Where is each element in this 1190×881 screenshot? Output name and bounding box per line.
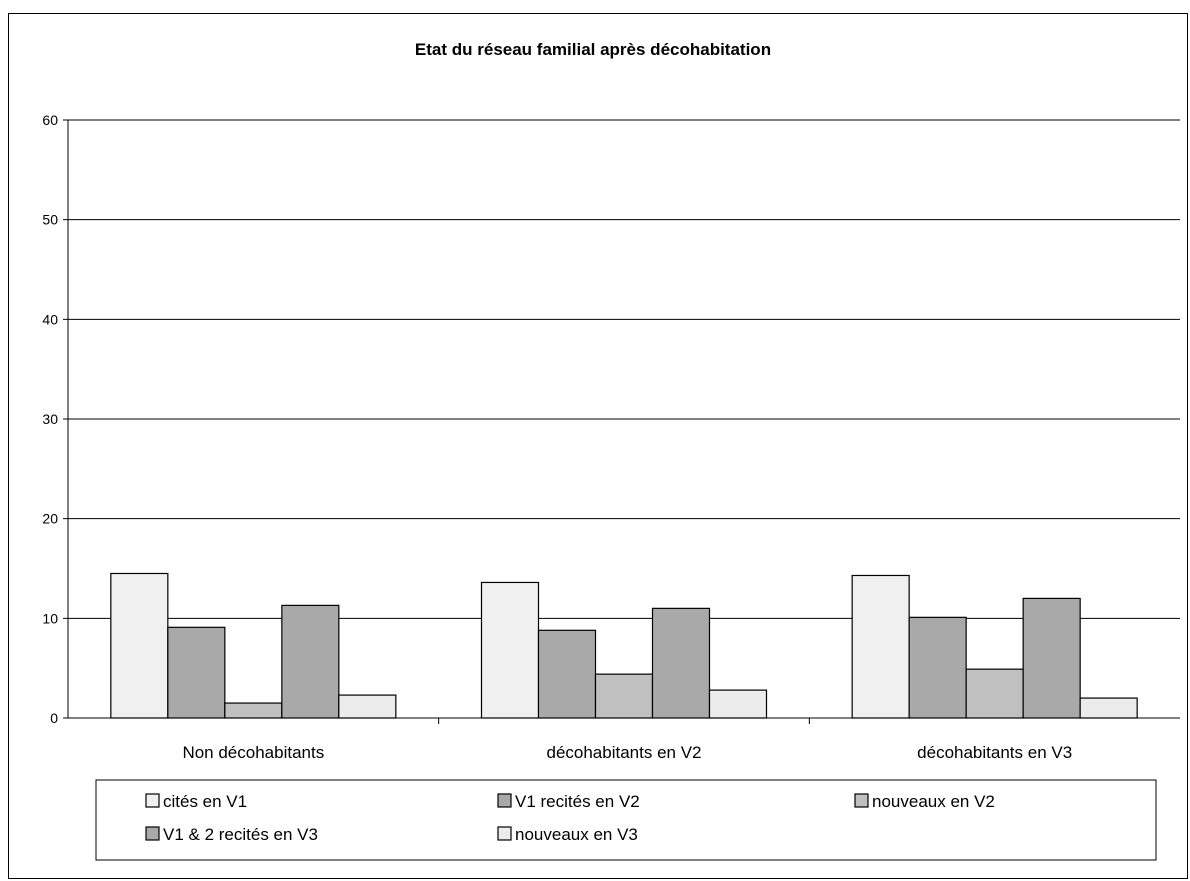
- bar: [110, 572, 169, 719]
- legend-label: nouveaux en V3: [515, 825, 638, 844]
- bar: [224, 702, 283, 719]
- bar: [851, 574, 910, 719]
- bar: [338, 694, 397, 719]
- bar: [480, 581, 540, 719]
- x-tick-label: décohabitants en V3: [917, 743, 1072, 762]
- bar: [908, 616, 967, 719]
- gridlines: [68, 119, 1180, 619]
- bar: [651, 607, 711, 719]
- legend-swatch: [497, 793, 512, 808]
- y-tick-label: 50: [42, 212, 58, 228]
- x-tick-label: décohabitants en V2: [546, 743, 701, 762]
- y-tick-label: 40: [42, 311, 58, 327]
- legend-swatch: [145, 826, 160, 841]
- bars: [110, 572, 1138, 719]
- legend-box: [95, 779, 1157, 861]
- bar: [281, 604, 340, 719]
- y-tick-label: 10: [42, 610, 58, 626]
- bar: [708, 689, 768, 719]
- bar: [167, 626, 226, 719]
- legend: cités en V1 V1 recités en V2 nouveaux en V…: [95, 779, 1157, 861]
- x-axis: Non décohabitants décohabitants en V2 déco…: [68, 717, 1180, 762]
- legend-label: cités en V1: [163, 792, 247, 811]
- y-tick-label: 30: [42, 411, 58, 427]
- y-axis: 0 10 20 30 40 50 60: [42, 112, 69, 726]
- legend-label: V1 recités en V2: [515, 792, 640, 811]
- y-tick-label: 20: [42, 511, 58, 527]
- x-tick-label: Non décohabitants: [182, 743, 324, 762]
- legend-swatch: [497, 826, 512, 841]
- bar: [1079, 697, 1138, 719]
- legend-swatch: [145, 793, 160, 808]
- bar: [594, 673, 654, 719]
- legend-swatch: [854, 793, 869, 808]
- chart-title: Etat du réseau familial après décohabita…: [415, 40, 771, 59]
- y-tick-label: 60: [42, 112, 58, 128]
- bar: [965, 668, 1024, 719]
- legend-label: nouveaux en V2: [872, 792, 995, 811]
- legend-label: V1 & 2 recités en V3: [163, 825, 318, 844]
- chart-frame: [8, 13, 1188, 879]
- bar: [537, 629, 597, 719]
- y-tick-label: 0: [50, 710, 58, 726]
- bar: [1022, 597, 1081, 719]
